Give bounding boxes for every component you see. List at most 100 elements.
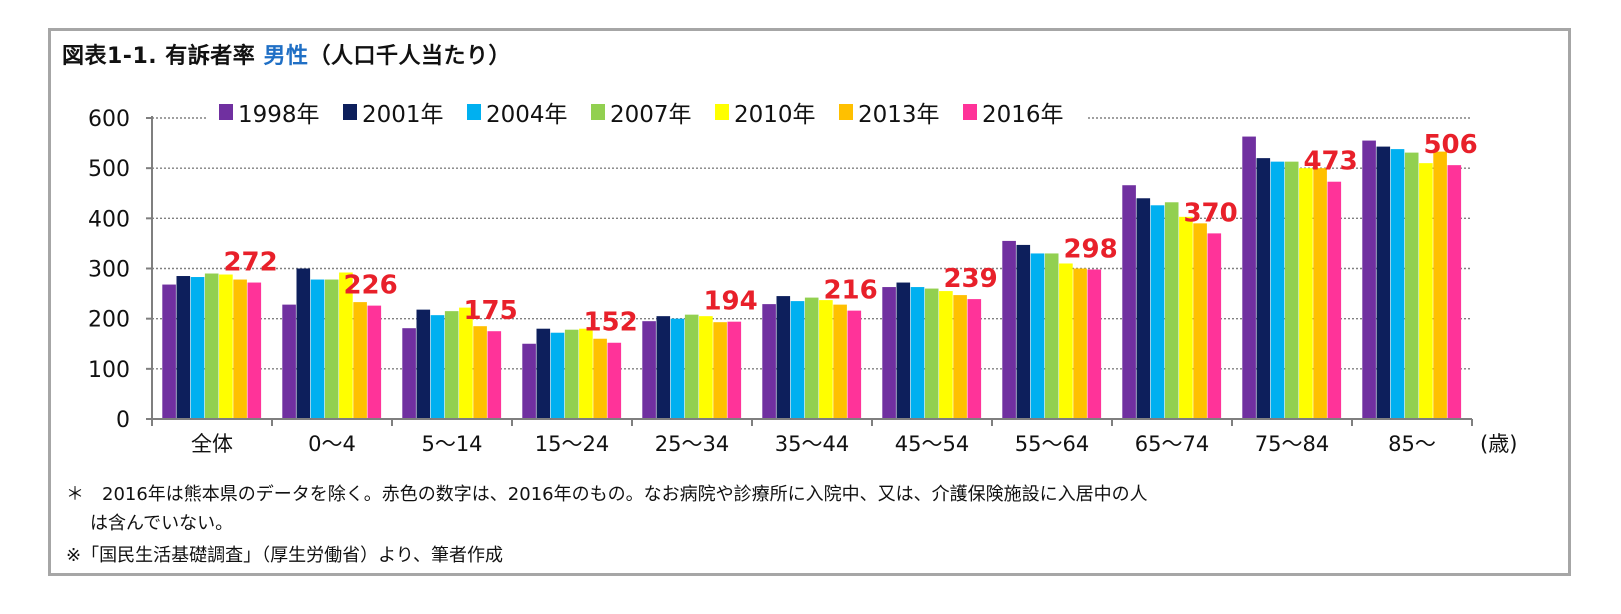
bar	[522, 343, 536, 419]
x-tick-label: 全体	[191, 432, 233, 456]
bar	[550, 332, 565, 419]
y-tick-label: 100	[88, 358, 130, 383]
bar	[593, 338, 607, 419]
bar	[804, 297, 819, 419]
bar	[713, 322, 727, 419]
bar	[367, 305, 382, 419]
bar	[776, 296, 791, 419]
y-tick-label: 200	[88, 308, 130, 333]
bar	[833, 304, 847, 419]
chart-title: 図表1-1. 有訴者率 男性（人口千人当たり）	[62, 38, 511, 70]
bar	[1002, 240, 1016, 419]
data-label: 175	[463, 296, 517, 326]
title-highlight: 男性	[263, 44, 309, 69]
bar	[642, 321, 656, 419]
bar	[607, 342, 622, 419]
footnote-source: ※「国民生活基礎調査」（厚生労働省）より、筆者作成	[66, 545, 503, 566]
bar	[656, 316, 671, 419]
bar	[1016, 244, 1031, 419]
legend-label: 2010年	[734, 102, 816, 128]
bar	[1073, 268, 1087, 419]
bar	[310, 279, 325, 419]
bar	[953, 295, 967, 419]
bar	[282, 304, 296, 419]
bar	[1270, 161, 1285, 419]
bar	[430, 315, 445, 419]
bar	[1150, 205, 1165, 419]
x-tick-label: 5～14	[421, 432, 482, 456]
bar	[324, 279, 339, 419]
bar	[1136, 198, 1151, 419]
y-tick-label: 300	[88, 258, 130, 283]
bar	[1256, 158, 1271, 419]
bar	[473, 326, 487, 419]
legend-label: 2004年	[486, 102, 568, 128]
x-tick-label: 0～4	[308, 432, 356, 456]
bar	[204, 273, 219, 419]
x-tick-label: 65～74	[1135, 432, 1209, 456]
bar	[564, 329, 579, 419]
bar	[1284, 161, 1299, 419]
bar	[1299, 168, 1313, 419]
bar	[233, 279, 247, 419]
bar	[402, 328, 416, 419]
bar	[924, 288, 939, 419]
legend-label: 2016年	[982, 102, 1064, 128]
bar	[882, 287, 896, 419]
bar	[459, 307, 473, 419]
x-tick-label: 15～24	[535, 432, 609, 456]
legend-swatch	[219, 104, 233, 120]
bar	[699, 316, 713, 419]
bar	[790, 301, 805, 419]
data-label: 226	[343, 271, 397, 301]
bar	[1433, 151, 1447, 419]
data-label: 506	[1423, 130, 1477, 160]
bar	[247, 282, 262, 419]
x-axis-unit: (歳)	[1480, 432, 1517, 456]
bar	[847, 310, 862, 419]
bar	[727, 321, 742, 419]
x-tick-label: 35～44	[775, 432, 849, 456]
bar	[1390, 149, 1405, 419]
bar	[579, 328, 593, 419]
bar	[1193, 223, 1207, 419]
bar	[1404, 152, 1419, 420]
title-suffix: （人口千人当たり）	[308, 44, 511, 69]
bar	[1122, 185, 1136, 419]
footnote-exclusion-cont: は含んでいない。	[90, 513, 234, 534]
bar	[967, 299, 982, 419]
x-tick-label: 55～64	[1015, 432, 1089, 456]
bar	[910, 287, 925, 419]
bar	[1376, 146, 1391, 419]
data-label: 239	[943, 264, 997, 294]
title-main: 図表1-1. 有訴者率	[62, 44, 256, 69]
bar	[176, 276, 191, 419]
bar	[762, 304, 776, 419]
data-label: 473	[1303, 147, 1357, 177]
legend-swatch	[467, 104, 481, 120]
bar	[1164, 202, 1179, 419]
bar	[1179, 216, 1193, 419]
y-tick-label: 500	[88, 157, 130, 182]
y-tick-label: 600	[88, 107, 130, 132]
x-tick-label: 85～	[1388, 432, 1436, 456]
bar	[1242, 136, 1256, 420]
legend-label: 1998年	[238, 102, 320, 128]
x-tick-label: 75～84	[1255, 432, 1329, 456]
bar	[487, 331, 502, 419]
bar	[1059, 263, 1073, 419]
bar	[162, 284, 176, 419]
data-label: 216	[823, 276, 877, 306]
bar	[1313, 168, 1327, 419]
x-tick-label: 45～54	[895, 432, 969, 456]
bar	[819, 300, 833, 419]
bar	[1044, 253, 1059, 419]
bar	[684, 314, 699, 419]
data-label: 298	[1063, 235, 1117, 265]
legend-swatch	[715, 104, 729, 120]
bar	[1419, 163, 1433, 419]
legend-swatch	[343, 104, 357, 120]
bar	[1362, 140, 1376, 419]
legend-swatch	[839, 104, 853, 120]
